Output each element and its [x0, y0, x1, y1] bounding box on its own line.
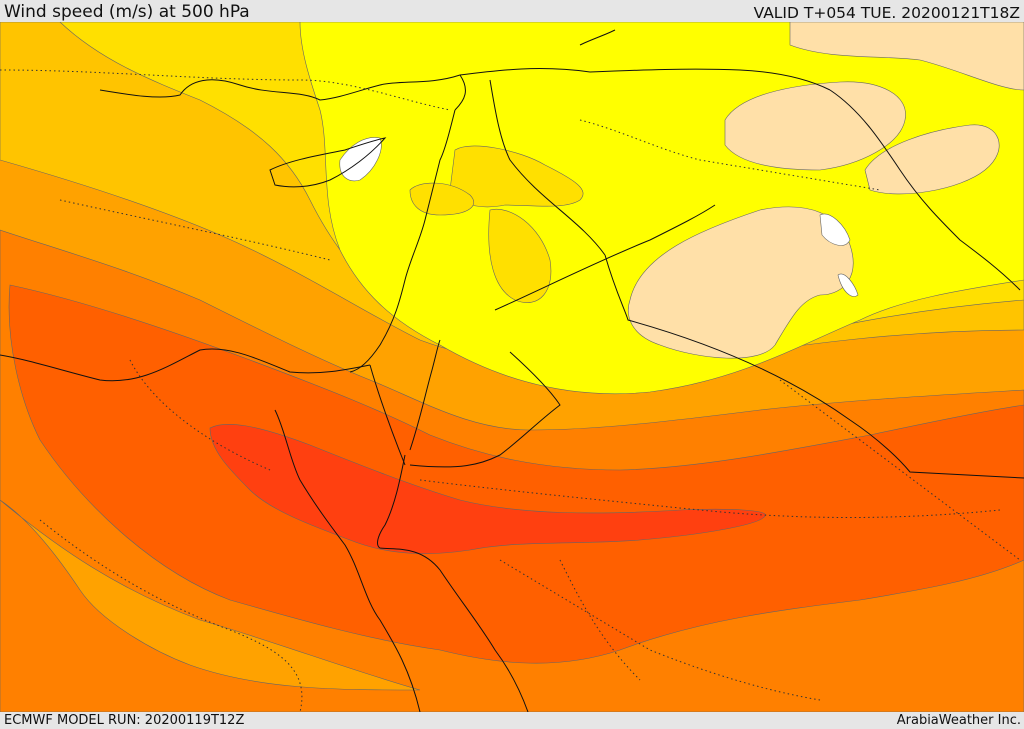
field-east-pale: [628, 206, 854, 359]
valid-time: VALID T+054 TUE. 20200121T18Z: [753, 4, 1020, 22]
coastline-north-africa: [0, 348, 371, 382]
coastline-red-sea-west: [274, 409, 421, 712]
map-borders: [0, 29, 1024, 712]
map-title: Wind speed (m/s) at 500 hPa: [4, 2, 250, 22]
border-syria-iraq: [489, 79, 606, 256]
map-dotted-borders: [0, 69, 1021, 712]
coastline-aqaba: [409, 339, 441, 451]
field-white-spot-iraq-2: [837, 273, 859, 297]
coastline-red-sea-east: [377, 454, 529, 712]
dotted-border-8: [39, 519, 303, 712]
dotted-border-9: [559, 559, 641, 681]
field-northeast-pale: [724, 81, 906, 171]
dotted-border-1: [0, 69, 451, 111]
wind-speed-map: [0, 22, 1024, 712]
coastline-black-sea: [579, 29, 616, 46]
dotted-border-6: [579, 119, 881, 191]
island-cyprus: [269, 137, 387, 188]
model-run: ECMWF MODEL RUN: 20200119T12Z: [4, 713, 245, 728]
credit: ArabiaWeather Inc.: [896, 713, 1021, 728]
field-syria-low-mid: [488, 208, 552, 303]
border-saudi-jordan: [494, 204, 716, 311]
dotted-border-7: [779, 379, 1021, 561]
field-jet-very-high: [8, 284, 1024, 664]
border-iraq-saudi: [604, 254, 1024, 479]
map-svg: [0, 22, 1024, 712]
border-jordan-saudi-south: [409, 351, 561, 468]
field-white-spot-iraq: [819, 213, 851, 246]
dotted-border-5: [499, 559, 821, 701]
coastline-levant: [349, 109, 456, 373]
field-northeast-pale-3: [789, 22, 1024, 91]
dotted-border-2: [59, 199, 331, 261]
coastline-turkey: [99, 74, 466, 111]
border-egypt-libya: [369, 364, 406, 466]
border-turkey-syria: [459, 68, 831, 91]
border-iran-iraq: [829, 89, 1021, 291]
field-jet-core: [209, 424, 766, 554]
field-levant-low-mid: [449, 145, 584, 208]
footer-bar: ECMWF MODEL RUN: 20200119T12Z ArabiaWeat…: [0, 712, 1024, 729]
header-bar: Wind speed (m/s) at 500 hPa VALID T+054 …: [0, 0, 1024, 22]
